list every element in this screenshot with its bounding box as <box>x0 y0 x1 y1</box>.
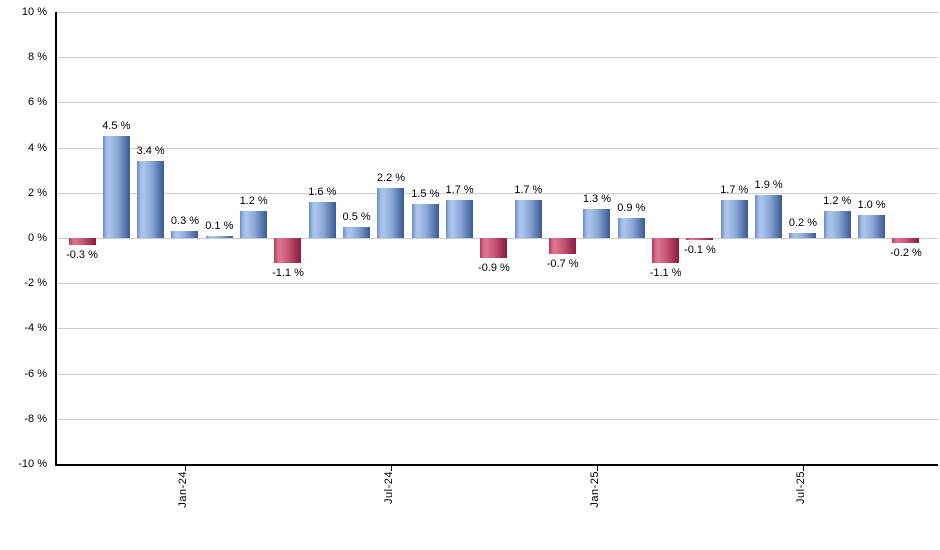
bar-value-label: 1.2 % <box>239 194 268 207</box>
y-axis-label: 0 % <box>28 232 47 244</box>
bar-positive <box>823 210 851 238</box>
bar-negative <box>892 238 920 243</box>
bar-value-label: -0.9 % <box>478 262 510 275</box>
bar-positive <box>720 199 748 238</box>
x-axis-tick-label: Jul-24 <box>382 471 395 504</box>
bar-positive <box>858 215 886 238</box>
y-axis-line <box>55 12 57 465</box>
gridline <box>56 102 938 104</box>
gridline <box>56 328 938 330</box>
bar-value-label: -1.1 % <box>272 266 304 279</box>
bar-negative <box>68 238 96 245</box>
bar-positive <box>205 235 233 238</box>
bar-negative <box>480 238 508 259</box>
x-axis-tick <box>390 464 392 471</box>
y-axis-label: 6 % <box>28 96 47 109</box>
x-axis-line <box>55 464 938 466</box>
bar-value-label: 1.9 % <box>754 179 783 192</box>
y-axis-label: -4 % <box>24 322 47 335</box>
bar-positive <box>308 201 336 238</box>
bar-value-label: -0.1 % <box>684 244 716 257</box>
gridline <box>56 283 938 285</box>
y-axis-label: -6 % <box>24 367 47 380</box>
bar-value-label: 1.2 % <box>823 194 852 207</box>
bar-value-label: 0.1 % <box>205 219 234 232</box>
bar-value-label: 0.3 % <box>170 215 200 228</box>
bar-value-label: 1.0 % <box>857 199 886 212</box>
gridline <box>56 57 938 59</box>
bar-negative <box>549 238 577 254</box>
gridline <box>56 373 938 375</box>
bar-negative <box>274 238 302 263</box>
bar-value-label: 1.5 % <box>411 188 440 201</box>
x-axis-tick-label: Jan-24 <box>176 471 189 508</box>
x-axis-tick <box>596 464 598 471</box>
bar-positive <box>343 226 371 238</box>
bar-value-label: 0.5 % <box>342 210 371 223</box>
x-axis-tick <box>184 464 186 471</box>
bar-value-label: -1.1 % <box>649 266 682 279</box>
gridline <box>56 418 938 420</box>
bar-value-label: 1.3 % <box>582 192 611 205</box>
bar-negative <box>652 238 680 263</box>
x-axis-tick-label: Jan-25 <box>588 471 601 508</box>
y-axis-label: -8 % <box>24 412 47 425</box>
bar-positive <box>446 199 474 238</box>
gridline <box>56 192 938 194</box>
bar-positive <box>514 199 542 238</box>
bar-value-label: 1.7 % <box>514 183 543 196</box>
bar-positive <box>240 210 268 238</box>
bar-value-label: 2.2 % <box>376 172 406 185</box>
x-axis-tick-label: Jul-25 <box>794 471 807 504</box>
bar-value-label: 3.4 % <box>136 145 165 158</box>
y-axis-label: -10 % <box>18 458 47 470</box>
bar-value-label: 4.5 % <box>102 120 131 133</box>
bar-value-label: 1.7 % <box>445 183 474 196</box>
bar-positive <box>411 204 439 238</box>
bar-positive <box>789 233 817 238</box>
bar-value-label: -0.7 % <box>546 257 579 270</box>
y-axis-label: 10 % <box>21 6 47 18</box>
bar-value-label: -0.3 % <box>66 248 98 261</box>
bar-negative <box>686 238 714 241</box>
gridline <box>56 12 938 13</box>
y-axis-label: 8 % <box>28 51 47 64</box>
bar-positive <box>377 188 405 238</box>
bar-value-label: 0.2 % <box>788 217 817 230</box>
bar-positive <box>171 231 199 238</box>
y-axis-label: 4 % <box>28 141 47 154</box>
bar-value-label: 1.6 % <box>308 185 337 198</box>
bar-positive <box>583 208 611 238</box>
bar-value-label: 1.7 % <box>720 183 749 196</box>
bar-positive <box>102 136 130 238</box>
gridline <box>56 147 938 149</box>
bar-positive <box>617 217 645 238</box>
bar-positive <box>755 195 783 238</box>
bar-positive <box>137 161 165 238</box>
y-axis-label: 2 % <box>28 186 47 199</box>
y-axis-label: -2 % <box>24 277 47 290</box>
bar-value-label: -0.2 % <box>890 246 922 259</box>
x-axis-tick <box>802 464 804 471</box>
bar-value-label: 0.9 % <box>617 201 646 214</box>
